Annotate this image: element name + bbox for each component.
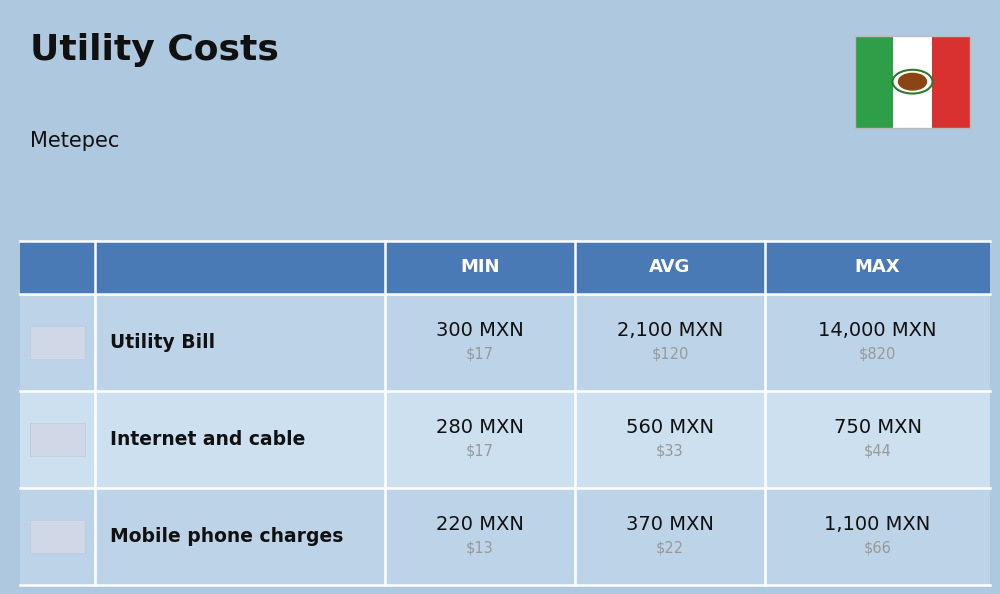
Text: 560 MXN: 560 MXN — [626, 418, 714, 437]
Text: $820: $820 — [859, 347, 896, 362]
Text: 300 MXN: 300 MXN — [436, 321, 524, 340]
Text: $33: $33 — [656, 444, 684, 459]
Bar — [855, 36, 893, 128]
Bar — [20, 391, 990, 488]
Text: 2,100 MXN: 2,100 MXN — [617, 321, 723, 340]
Bar — [30, 423, 85, 456]
Bar — [20, 488, 990, 585]
Text: $17: $17 — [466, 347, 494, 362]
Bar — [855, 36, 970, 128]
Text: $22: $22 — [656, 541, 684, 556]
Text: Utility Costs: Utility Costs — [30, 33, 279, 67]
Text: 280 MXN: 280 MXN — [436, 418, 524, 437]
Text: $13: $13 — [466, 541, 494, 556]
Text: $66: $66 — [864, 541, 891, 556]
Text: $17: $17 — [466, 444, 494, 459]
Bar — [932, 36, 970, 128]
Text: $120: $120 — [651, 347, 689, 362]
Bar — [30, 326, 85, 359]
Bar — [20, 294, 990, 391]
Text: Utility Bill: Utility Bill — [110, 333, 215, 352]
Bar — [893, 36, 932, 128]
Text: AVG: AVG — [649, 258, 691, 276]
Text: 220 MXN: 220 MXN — [436, 516, 524, 535]
Text: Metepec: Metepec — [30, 131, 119, 151]
Bar — [20, 241, 990, 294]
Text: MIN: MIN — [460, 258, 500, 276]
Text: $44: $44 — [864, 444, 891, 459]
Text: 14,000 MXN: 14,000 MXN — [818, 321, 937, 340]
Text: Mobile phone charges: Mobile phone charges — [110, 527, 343, 546]
Text: Internet and cable: Internet and cable — [110, 430, 305, 449]
Text: 370 MXN: 370 MXN — [626, 516, 714, 535]
Circle shape — [898, 73, 926, 90]
Text: MAX: MAX — [855, 258, 900, 276]
Text: 750 MXN: 750 MXN — [834, 418, 922, 437]
Bar — [30, 520, 85, 553]
Text: 1,100 MXN: 1,100 MXN — [824, 516, 931, 535]
